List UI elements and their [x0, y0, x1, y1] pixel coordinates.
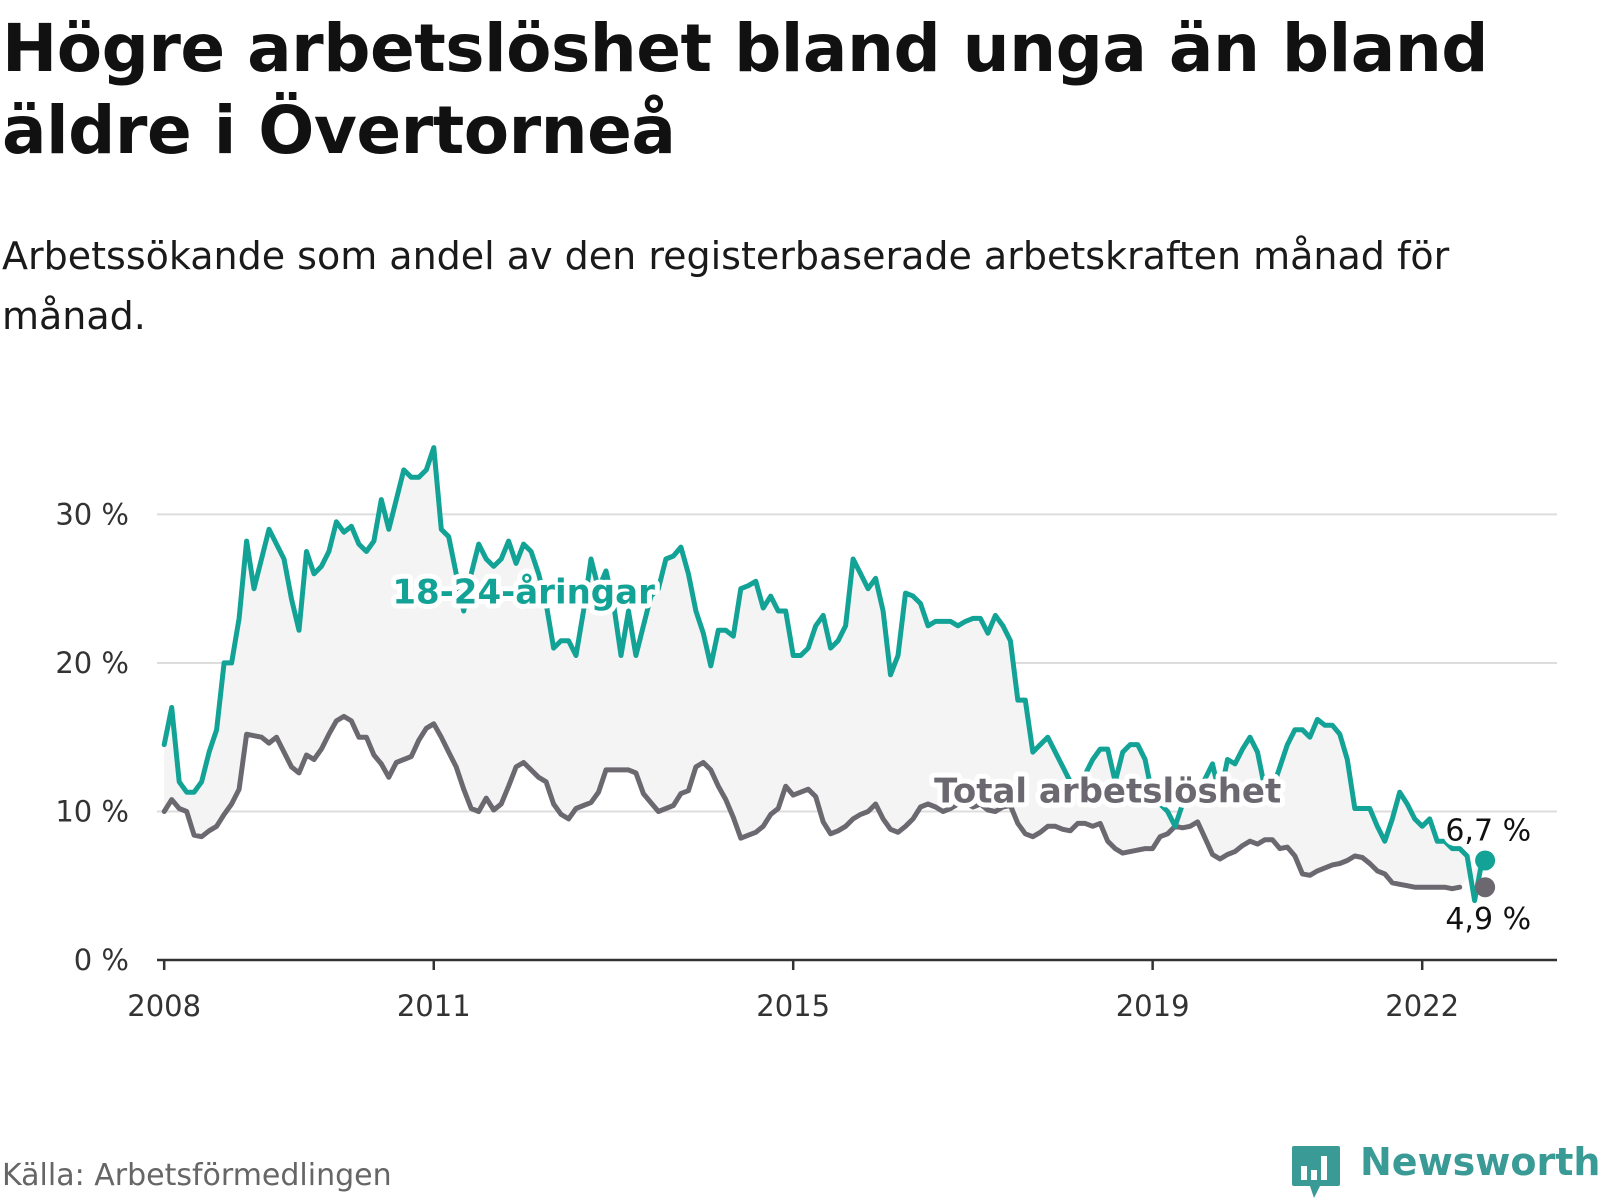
- y-tick-label: 0 %: [74, 943, 129, 977]
- end-label-youth: 6,7 %: [1445, 813, 1531, 848]
- series-line-youth: [161, 445, 1485, 904]
- series-label-total: Total arbetslöshet: [934, 772, 1281, 812]
- source-note: Källa: Arbetsförmedlingen: [2, 1158, 392, 1193]
- series-lines: [161, 445, 1496, 904]
- end-label-total-halo: 4,9 %: [1445, 902, 1531, 937]
- x-tick-label: 2008: [127, 989, 201, 1023]
- y-tick-label: 30 %: [55, 497, 129, 531]
- x-tick-label: 2015: [756, 989, 830, 1023]
- difference-band: [164, 447, 1483, 901]
- x-tick-label: 2019: [1116, 989, 1190, 1023]
- x-axis-ticks: 2008 2011 2015 2019 2022: [127, 960, 1459, 1023]
- series-label-youth-halo: 18-24-åringar: [392, 573, 655, 613]
- end-point-youth: [1475, 850, 1496, 871]
- brand[interactable]: Newsworthy: [1290, 1140, 1600, 1200]
- chart-title: Högre arbetslöshet bland unga än bland ä…: [2, 10, 1489, 169]
- series-line-total: [161, 713, 1463, 892]
- brand-name: Newsworthy: [1360, 1140, 1600, 1184]
- chart-subtitle: Arbetssökande som andel av den registerb…: [2, 234, 1450, 338]
- series-label-total-halo: Total arbetslöshet: [934, 772, 1281, 812]
- y-tick-label: 20 %: [55, 646, 129, 680]
- x-tick-label: 2011: [397, 989, 471, 1023]
- end-label-total: 4,9 %: [1445, 902, 1531, 937]
- series-label-youth: 18-24-åringar: [392, 573, 655, 613]
- x-tick-label: 2022: [1385, 989, 1459, 1023]
- end-point-total: [1475, 877, 1496, 898]
- y-tick-label: 10 %: [55, 794, 129, 828]
- bar-chart-bubble-icon: [1292, 1146, 1340, 1198]
- y-axis-ticks: 0 % 10 % 20 % 30 %: [55, 497, 129, 977]
- end-label-youth-halo: 6,7 %: [1445, 813, 1531, 848]
